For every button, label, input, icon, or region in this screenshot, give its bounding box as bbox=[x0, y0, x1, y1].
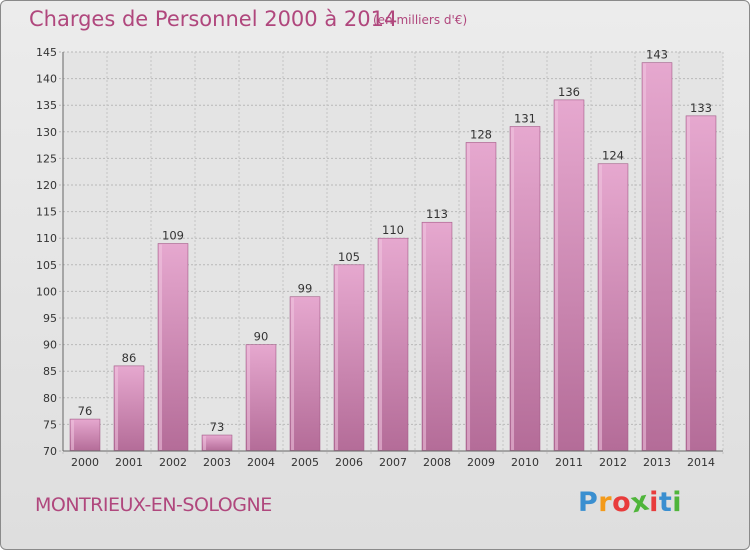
x-tick-label: 2009 bbox=[467, 456, 495, 469]
axes: 70 75 80 85 90 95 100 105 110 115 120 125 130 135 140 1… bbox=[36, 46, 723, 469]
x-tick-label: 2006 bbox=[335, 456, 363, 469]
y-tick-label: 75 bbox=[43, 418, 57, 431]
y-tick-label: 95 bbox=[43, 312, 57, 325]
bar-2007 bbox=[377, 237, 409, 452]
bar-2012 bbox=[597, 163, 629, 452]
x-tick-label: 2007 bbox=[379, 456, 407, 469]
value-label: 128 bbox=[470, 127, 492, 141]
bar-2010 bbox=[509, 126, 541, 452]
y-tick-label: 135 bbox=[36, 99, 57, 112]
y-tick-label: 80 bbox=[43, 392, 57, 405]
bar-highlight bbox=[291, 297, 295, 450]
bars: 76 86 109 73 90 99 105 110 113 128 131 136 124 143 133 bbox=[69, 48, 717, 452]
bar-highlight bbox=[247, 345, 251, 450]
bar-highlight bbox=[555, 100, 559, 450]
x-tick-label: 2011 bbox=[555, 456, 583, 469]
bar-2008 bbox=[421, 221, 453, 452]
value-label: 105 bbox=[338, 250, 360, 264]
value-label: 131 bbox=[514, 111, 536, 125]
bar-2014 bbox=[685, 115, 717, 452]
bar-2005 bbox=[289, 296, 321, 452]
bar-2009 bbox=[465, 142, 497, 452]
value-label: 86 bbox=[122, 351, 137, 365]
value-label: 73 bbox=[210, 420, 225, 434]
y-tick-label: 85 bbox=[43, 365, 57, 378]
bar-highlight bbox=[511, 127, 515, 450]
value-label: 109 bbox=[162, 229, 184, 243]
x-tick-label: 2010 bbox=[511, 456, 539, 469]
bar-highlight bbox=[687, 116, 691, 450]
value-label: 143 bbox=[646, 48, 668, 62]
bar-highlight bbox=[115, 366, 119, 450]
proxiti-logo: Proxiti bbox=[578, 485, 683, 519]
value-label: 133 bbox=[690, 101, 712, 115]
logo-letter: i bbox=[649, 487, 659, 518]
bar-2001 bbox=[113, 365, 145, 452]
logo-letter: t bbox=[658, 487, 673, 518]
bar-2006 bbox=[333, 264, 365, 452]
value-label: 136 bbox=[558, 85, 580, 99]
y-tick-label: 130 bbox=[36, 126, 57, 139]
bar-2011 bbox=[553, 99, 585, 452]
bar-2003 bbox=[201, 434, 233, 452]
bar-highlight bbox=[467, 143, 471, 450]
bar-highlight bbox=[203, 436, 207, 450]
x-tick-label: 2008 bbox=[423, 456, 451, 469]
bar-highlight bbox=[159, 244, 163, 450]
x-tick-label: 2005 bbox=[291, 456, 319, 469]
value-label: 99 bbox=[298, 282, 313, 296]
value-label: 110 bbox=[382, 223, 404, 237]
x-tick-label: 2001 bbox=[115, 456, 143, 469]
commune-name: MONTRIEUX-EN-SOLOGNE bbox=[35, 494, 272, 516]
y-tick-label: 110 bbox=[36, 232, 57, 245]
y-tick-label: 140 bbox=[36, 73, 57, 86]
bar-2000 bbox=[69, 418, 101, 452]
y-tick-label: 120 bbox=[36, 179, 57, 192]
bar-highlight bbox=[335, 265, 339, 450]
bar-highlight bbox=[599, 164, 603, 450]
x-tick-label: 2002 bbox=[159, 456, 187, 469]
y-tick-label: 145 bbox=[36, 46, 57, 59]
x-tick-label: 2004 bbox=[247, 456, 275, 469]
logo-letter: P bbox=[578, 487, 599, 518]
chart-subtitle: (en milliers d'€) bbox=[373, 13, 468, 27]
bar-highlight bbox=[643, 63, 647, 450]
logo-letter: r bbox=[598, 487, 613, 518]
value-label: 76 bbox=[78, 404, 93, 418]
logo-letter: i bbox=[672, 487, 683, 518]
bar-2013 bbox=[641, 62, 673, 452]
y-tick-label: 90 bbox=[43, 339, 57, 352]
x-tick-label: 2013 bbox=[643, 456, 671, 469]
chart-title: Charges de Personnel 2000 à 2014 bbox=[29, 7, 398, 31]
bar-2002 bbox=[157, 243, 189, 452]
x-tick-label: 2014 bbox=[687, 456, 715, 469]
bar-highlight bbox=[423, 223, 427, 450]
y-tick-label: 125 bbox=[36, 152, 57, 165]
bar-2004 bbox=[245, 344, 277, 452]
value-label: 124 bbox=[602, 149, 624, 163]
y-tick-label: 115 bbox=[36, 206, 57, 219]
x-tick-label: 2003 bbox=[203, 456, 231, 469]
value-label: 90 bbox=[254, 330, 269, 344]
y-tick-label: 100 bbox=[36, 285, 57, 298]
x-tick-label: 2012 bbox=[599, 456, 627, 469]
y-tick-label: 105 bbox=[36, 259, 57, 272]
x-tick-label: 2000 bbox=[71, 456, 99, 469]
logo-letter: o bbox=[612, 487, 632, 518]
bar-highlight bbox=[379, 239, 383, 450]
value-label: 113 bbox=[426, 207, 448, 221]
y-tick-label: 70 bbox=[43, 445, 57, 458]
bar-highlight bbox=[71, 420, 75, 450]
